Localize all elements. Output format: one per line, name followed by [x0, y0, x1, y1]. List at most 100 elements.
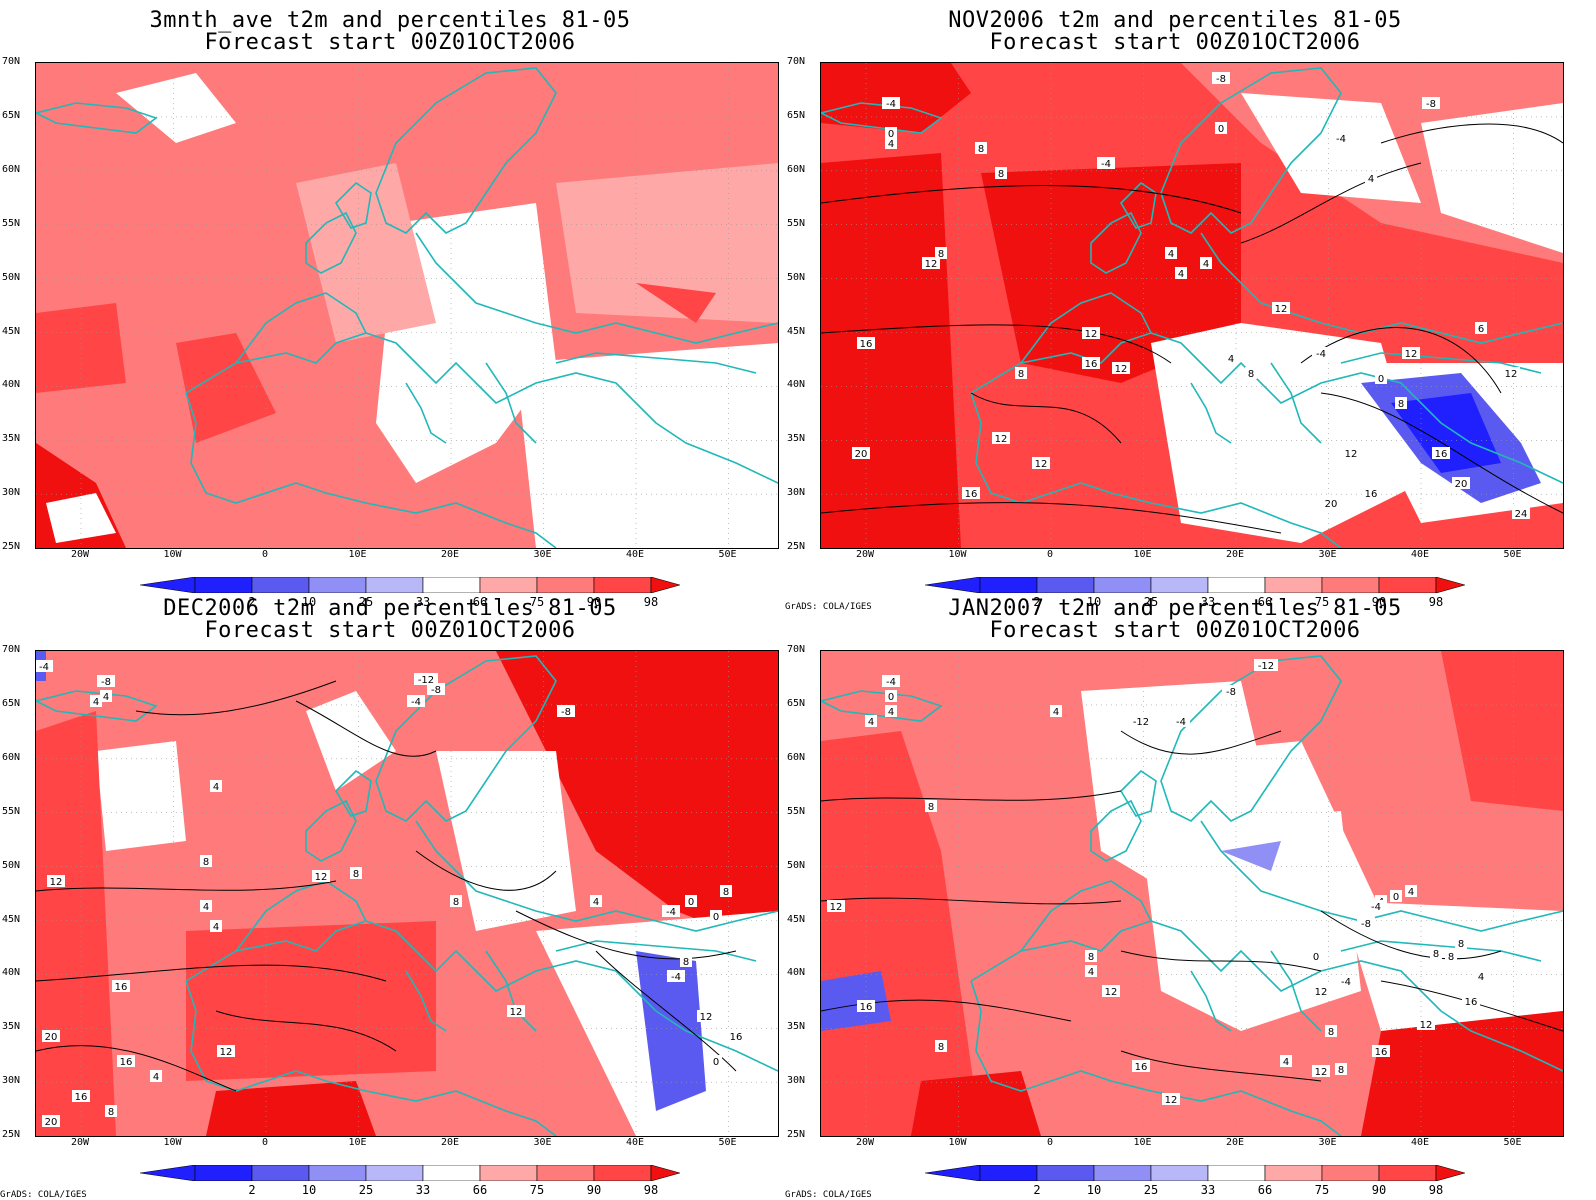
panel-subtitle: Forecast start 00Z01OCT2006 — [204, 618, 576, 643]
contour-label: 8 — [935, 1040, 947, 1053]
contour-label: 16 — [1082, 357, 1100, 370]
svg-text:0: 0 — [1393, 892, 1399, 903]
svg-text:16: 16 — [965, 489, 978, 500]
svg-text:16: 16 — [860, 1002, 873, 1013]
svg-text:16: 16 — [1465, 997, 1478, 1008]
lon-tick-label: 30E — [1318, 1137, 1337, 1148]
coastline — [305, 799, 357, 862]
contour-label: 4 — [1050, 705, 1062, 718]
svg-text:-8: -8 — [1216, 74, 1226, 85]
map-panel-2: NOV2006 t2m and percentiles 81-05 Foreca… — [785, 0, 1565, 612]
coastline — [1090, 211, 1142, 274]
svg-text:16: 16 — [1435, 449, 1448, 460]
svg-text:-4: -4 — [1336, 134, 1346, 145]
contour-label: 12 — [1082, 327, 1100, 340]
coastline — [375, 655, 557, 822]
svg-text:8: 8 — [978, 144, 984, 155]
temperature-contour — [821, 897, 1122, 905]
lat-tick-label: 45N — [2, 913, 21, 925]
coastline — [1160, 67, 1342, 234]
colorbar-segment — [1093, 1165, 1152, 1181]
contour-label: 0 — [685, 895, 697, 908]
contour-label: -4 — [1367, 900, 1385, 913]
svg-text:-4: -4 — [671, 972, 681, 983]
contour-label: 0 — [710, 1055, 722, 1068]
contour-label: 16 — [727, 1030, 745, 1043]
percentile-region — [911, 1071, 1041, 1136]
coastline — [36, 102, 158, 134]
lon-tick-label: 10E — [348, 549, 367, 560]
contour-label: 16 — [117, 1055, 135, 1068]
svg-text:8: 8 — [1338, 1065, 1344, 1076]
svg-text:4: 4 — [1408, 887, 1414, 898]
temperature-contour — [1120, 1050, 1322, 1082]
colorbar-label: 66 — [472, 1183, 488, 1197]
lon-tick-label: 0 — [261, 1137, 269, 1148]
svg-text:8: 8 — [928, 802, 934, 813]
contour-label: 4 — [1225, 352, 1237, 365]
colorbar-label: 98 — [643, 1183, 659, 1197]
percentile-region — [1441, 651, 1563, 811]
percentile-region — [556, 163, 778, 323]
lat-tick-label: 45N — [787, 325, 806, 337]
temperature-contour — [36, 1045, 237, 1092]
colorbar-segment — [365, 1165, 424, 1181]
panel-title: NOV2006 t2m and percentiles 81-05 — [948, 8, 1402, 33]
svg-text:4: 4 — [1478, 972, 1484, 983]
lon-tick-label: 20W — [70, 1137, 90, 1148]
coastline — [1090, 799, 1142, 862]
percentile-region — [176, 333, 276, 443]
coastline — [305, 211, 357, 274]
coastline — [185, 980, 557, 1136]
map-area — [35, 62, 779, 549]
coastline — [970, 980, 1342, 1136]
contour-label: -12 — [414, 673, 438, 686]
contour-label: 4 — [210, 780, 222, 793]
svg-text:-4: -4 — [666, 907, 676, 918]
colorbar-segment — [1378, 1165, 1437, 1181]
svg-text:8: 8 — [353, 869, 359, 880]
contour-label: 8 — [1445, 950, 1457, 963]
svg-text:0: 0 — [888, 129, 894, 140]
contour-label: 12 — [1417, 1018, 1435, 1031]
lon-tick-label: 40E — [1410, 1137, 1430, 1148]
contour-label: 4 — [1405, 885, 1417, 898]
percentile-region — [306, 691, 396, 791]
temperature-contour — [821, 502, 1282, 534]
svg-text:-4: -4 — [886, 677, 896, 688]
contour-label: 0 — [885, 690, 897, 703]
svg-text:12: 12 — [830, 902, 843, 913]
svg-text:-8: -8 — [1361, 919, 1371, 930]
temperature-contour — [515, 910, 737, 960]
coastline — [185, 920, 778, 1072]
contour-label: -8 — [1357, 917, 1375, 930]
contour-label: 12 — [1312, 1065, 1330, 1078]
coastline — [235, 292, 367, 364]
lat-tick-label: 50N — [2, 859, 21, 871]
coastline — [1270, 950, 1322, 1032]
temperature-contour — [1120, 950, 1322, 972]
svg-text:4: 4 — [888, 707, 894, 718]
lat-tick-label: 35N — [2, 433, 21, 445]
contour-label: -12 — [1254, 659, 1278, 672]
coastline — [485, 950, 537, 1032]
contour-label: 4 — [200, 900, 212, 913]
temperature-contour — [295, 700, 437, 757]
percentile-region — [206, 1081, 376, 1136]
colorbar-segment — [1207, 1165, 1266, 1181]
map-panel-4: JAN2007 t2m and percentiles 81-05 Foreca… — [785, 588, 1565, 1200]
colorbar-segment — [1036, 1165, 1095, 1181]
percentile-region — [981, 163, 1241, 383]
lat-tick-label: 65N — [2, 109, 21, 121]
temperature-contour — [821, 185, 1242, 214]
contour-label: 12 — [217, 1045, 235, 1058]
contour-label: 16 — [1362, 487, 1380, 500]
coastline — [1190, 382, 1232, 444]
contour-label: 12 — [1272, 302, 1290, 315]
colorbar-segment — [979, 1165, 1038, 1181]
svg-text:4: 4 — [1178, 269, 1184, 280]
colorbar-label: 25 — [1143, 1183, 1159, 1197]
svg-text:4: 4 — [1228, 354, 1234, 365]
panel-title: DEC2006 t2m and percentiles 81-05 — [163, 596, 617, 621]
